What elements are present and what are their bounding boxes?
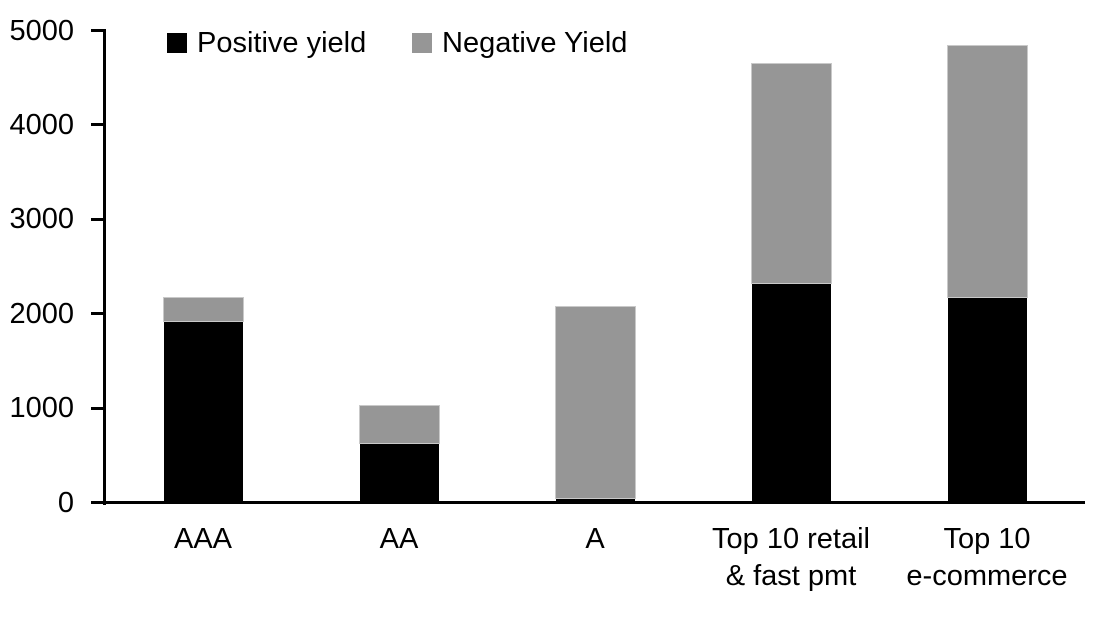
bar-aaa-negative-yield — [162, 297, 244, 323]
bar-aaa-positive-yield — [163, 321, 243, 503]
y-axis-tick-label-4000: 4000 — [9, 108, 74, 141]
y-axis-tick-1000 — [91, 406, 105, 410]
bar-a-positive-yield — [555, 497, 635, 503]
legend-label-positive-yield: Positive yield — [197, 27, 367, 59]
x-axis-line — [92, 501, 1085, 504]
bar-aa-positive-yield — [359, 442, 439, 503]
x-category-label-top-10-retail-fast-pmt: Top 10 retail & fast pmt — [712, 523, 870, 592]
legend-swatch-negative-yield-icon — [412, 33, 432, 53]
y-axis-line — [103, 29, 106, 505]
y-axis-tick-0 — [91, 501, 105, 504]
y-axis-tick-label-3000: 3000 — [9, 203, 74, 236]
x-category-label-aaa: AAA — [173, 523, 233, 555]
x-category-label-aa: AA — [379, 523, 419, 555]
bar-top-10-e-commerce-negative-yield — [946, 44, 1028, 298]
bar-top-10-retail-fast-pmt-negative-yield — [750, 62, 832, 285]
bar-top-10-e-commerce-positive-yield — [947, 296, 1027, 503]
y-axis-tick-4000 — [91, 123, 105, 127]
legend-item-negative-yield: Negative Yield — [412, 27, 628, 59]
bar-a-negative-yield — [554, 305, 636, 499]
y-axis-tick-label-1000: 1000 — [9, 392, 74, 425]
legend-label-negative-yield: Negative Yield — [442, 27, 628, 59]
y-axis-tick-label-0: 0 — [57, 486, 74, 519]
x-category-label-top-10-e-commerce: Top 10 e-commerce — [906, 523, 1068, 592]
legend-swatch-positive-yield-icon — [167, 33, 187, 53]
bar-top-10-retail-fast-pmt-positive-yield — [751, 283, 831, 503]
bar-aa-negative-yield — [358, 404, 440, 444]
y-axis-tick-label-2000: 2000 — [9, 297, 74, 330]
y-axis-tick-3000 — [91, 217, 105, 221]
x-category-label-a: A — [585, 523, 605, 555]
legend-item-positive-yield: Positive yield — [167, 27, 367, 59]
y-axis-tick-2000 — [91, 312, 105, 316]
y-axis-tick-label-5000: 5000 — [9, 14, 74, 47]
y-axis-tick-5000 — [91, 29, 105, 32]
